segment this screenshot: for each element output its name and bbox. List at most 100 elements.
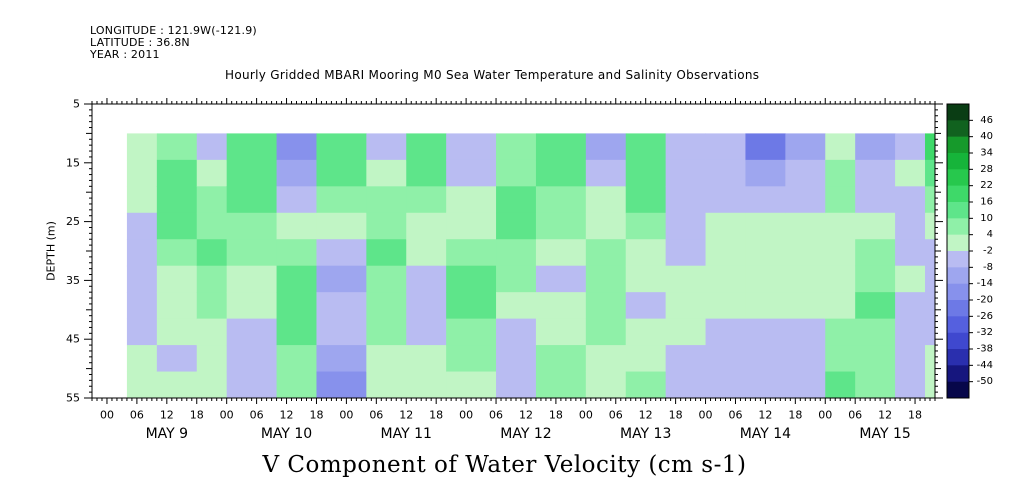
heatmap-cell bbox=[585, 318, 627, 346]
heatmap-cell bbox=[496, 265, 537, 293]
year-label: YEAR : 2011 bbox=[90, 48, 160, 61]
heatmap-cell bbox=[366, 318, 407, 346]
heatmap-cell bbox=[316, 318, 367, 346]
heatmap-cell bbox=[535, 371, 587, 398]
x-hour-label: 00 bbox=[579, 409, 593, 422]
heatmap-cell bbox=[276, 345, 317, 373]
heatmap-cell bbox=[366, 186, 407, 214]
x-hour-label: 00 bbox=[339, 409, 353, 422]
heatmap-cell bbox=[785, 292, 826, 320]
heatmap-cell bbox=[825, 292, 856, 320]
heatmap-cell bbox=[126, 186, 158, 214]
heatmap-cell bbox=[785, 345, 826, 373]
heatmap-cell bbox=[446, 212, 497, 240]
colorbar-label: 4 bbox=[987, 229, 993, 240]
colorbar-swatch bbox=[947, 381, 969, 399]
heatmap-cell bbox=[855, 371, 896, 398]
heatmap-cell bbox=[785, 371, 826, 398]
latitude-label: LATITUDE : 36.8N bbox=[90, 36, 190, 49]
heatmap-cell bbox=[446, 318, 497, 346]
heatmap-cell bbox=[785, 186, 826, 214]
heatmap-cell bbox=[276, 212, 317, 240]
x-day-label: MAY 10 bbox=[261, 426, 312, 442]
heatmap-cell bbox=[316, 212, 367, 240]
heatmap-cell bbox=[446, 133, 497, 161]
heatmap-cell bbox=[855, 265, 896, 293]
colorbar-swatch bbox=[947, 136, 969, 154]
heatmap-cell bbox=[895, 186, 926, 214]
heatmap-cell bbox=[895, 212, 926, 240]
heatmap-cell bbox=[625, 159, 667, 187]
x-hour-label: 12 bbox=[519, 409, 533, 422]
heatmap-cell bbox=[825, 133, 856, 161]
heatmap-cell bbox=[535, 212, 587, 240]
heatmap-cell bbox=[276, 292, 317, 320]
heatmap-cell bbox=[925, 265, 935, 293]
heatmap-cell bbox=[705, 265, 746, 293]
heatmap-cell bbox=[705, 186, 746, 214]
heatmap-cell bbox=[585, 345, 627, 373]
heatmap-cell bbox=[705, 239, 746, 267]
heatmap-cell bbox=[665, 318, 707, 346]
heatmap-cell bbox=[895, 265, 926, 293]
heatmap-cell bbox=[316, 265, 367, 293]
heatmap-cell bbox=[316, 345, 367, 373]
heatmap-cell bbox=[156, 292, 198, 320]
heatmap-cell bbox=[366, 345, 407, 373]
chart-title: Hourly Gridded MBARI Mooring M0 Sea Wate… bbox=[225, 68, 760, 82]
heatmap-cell bbox=[535, 265, 587, 293]
x-hour-label: 12 bbox=[280, 409, 294, 422]
heatmap-cell bbox=[496, 318, 537, 346]
heatmap-cell bbox=[196, 186, 228, 214]
heatmap-cell bbox=[156, 133, 198, 161]
heatmap-cell bbox=[625, 265, 667, 293]
heatmap-cell bbox=[625, 318, 667, 346]
heatmap-cell bbox=[665, 292, 707, 320]
heatmap-cell bbox=[925, 186, 935, 214]
colorbar-swatch bbox=[947, 185, 969, 203]
heatmap-cell bbox=[745, 345, 786, 373]
x-day-label: MAY 15 bbox=[859, 426, 910, 442]
heatmap-cell bbox=[855, 345, 896, 373]
heatmap-cell bbox=[785, 159, 826, 187]
heatmap-cell bbox=[366, 371, 407, 398]
heatmap-cell bbox=[196, 345, 228, 373]
heatmap-cell bbox=[585, 292, 627, 320]
heatmap-cell bbox=[446, 186, 497, 214]
heatmap-cell bbox=[855, 186, 896, 214]
longitude-label: LONGITUDE : 121.9W(-121.9) bbox=[90, 24, 257, 37]
heatmap-cell bbox=[126, 292, 158, 320]
heatmap-cell bbox=[895, 371, 926, 398]
y-axis: 5 15 25 35 45 55 bbox=[66, 98, 943, 405]
x-hour-label: 00 bbox=[220, 409, 234, 422]
x-hour-label: 12 bbox=[160, 409, 174, 422]
heatmap-cell bbox=[585, 133, 627, 161]
heatmap-cell bbox=[226, 159, 278, 187]
y-axis-label: DEPTH (m) bbox=[45, 221, 58, 281]
colorbar-swatch bbox=[947, 283, 969, 301]
colorbar-swatch bbox=[947, 218, 969, 235]
x-hour-label: 18 bbox=[669, 409, 683, 422]
y-tick-label: 5 bbox=[73, 98, 80, 111]
x-hour-label: 00 bbox=[459, 409, 473, 422]
heatmap-cell bbox=[925, 239, 935, 267]
heatmap-cell bbox=[406, 371, 447, 398]
x-hour-label: 12 bbox=[639, 409, 653, 422]
heatmap-cell bbox=[895, 133, 926, 161]
heatmap-cell bbox=[825, 371, 856, 398]
heatmap-cell bbox=[316, 239, 367, 267]
heatmap-cell bbox=[925, 212, 935, 240]
x-day-label: MAY 11 bbox=[381, 426, 432, 442]
heatmap-cell bbox=[126, 318, 158, 346]
heatmap-cell bbox=[406, 133, 447, 161]
heatmap-cell bbox=[665, 265, 707, 293]
heatmap-cell bbox=[226, 186, 278, 214]
heatmap-cell bbox=[446, 265, 497, 293]
heatmap-cell bbox=[925, 371, 935, 398]
x-hour-label: 18 bbox=[549, 409, 563, 422]
heatmap-cell bbox=[855, 239, 896, 267]
colorbar-label: 28 bbox=[980, 164, 993, 175]
heatmap-cell bbox=[855, 133, 896, 161]
heatmap-cell bbox=[785, 265, 826, 293]
x-axis: 00 06 12 18 00 06 12 18 00 06 12 18 00 06 12 18 00 06 12 18… bbox=[91, 98, 936, 442]
